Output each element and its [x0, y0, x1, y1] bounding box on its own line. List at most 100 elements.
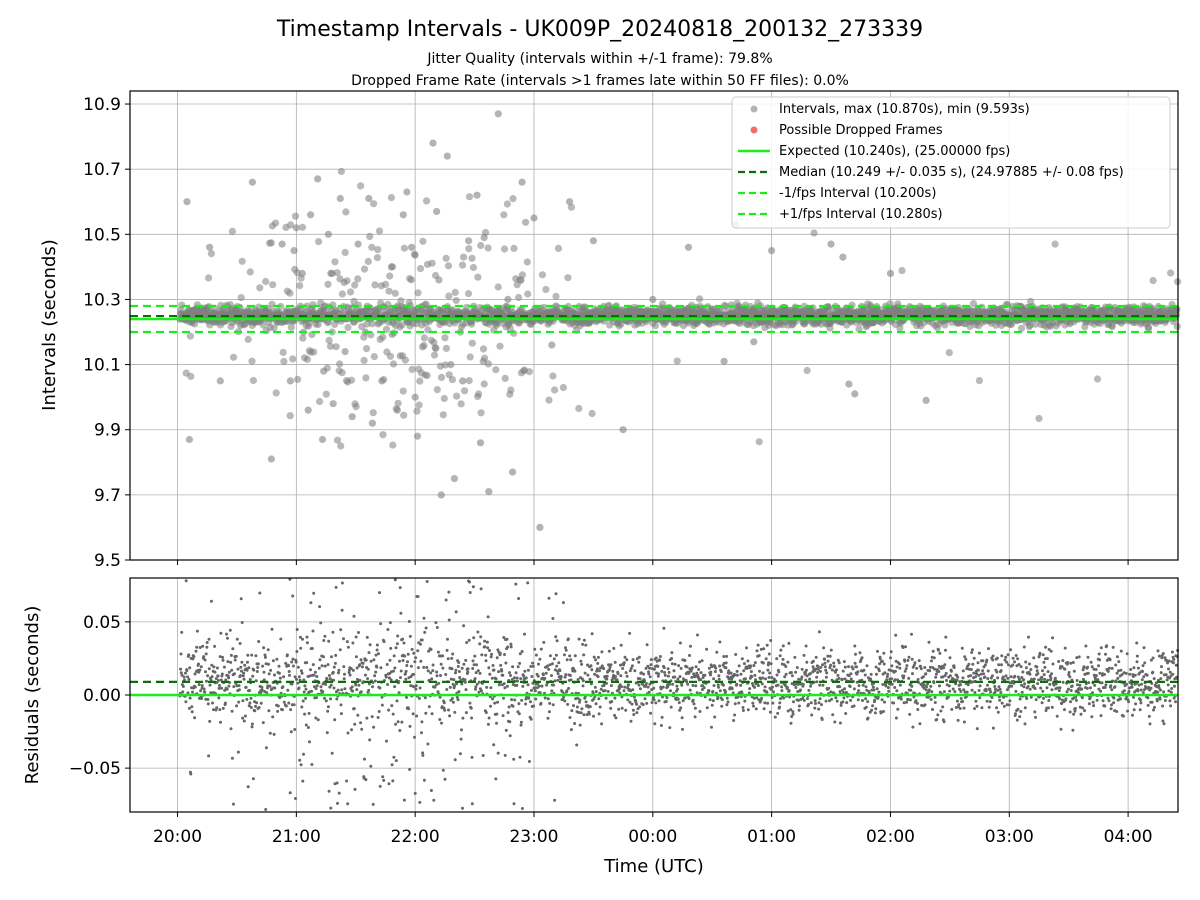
residual-point: [526, 683, 530, 687]
interval-point: [256, 284, 264, 292]
interval-point: [287, 323, 295, 331]
residual-point: [737, 701, 741, 705]
interval-point: [501, 374, 509, 382]
residual-point: [388, 621, 392, 625]
intervals-y-tick-label: 10.5: [83, 225, 121, 245]
interval-point: [437, 491, 445, 499]
residual-point: [336, 688, 340, 692]
residual-point: [185, 669, 189, 672]
residual-point: [865, 664, 869, 668]
residual-point: [802, 698, 806, 702]
residual-point: [504, 728, 508, 732]
interval-point: [303, 355, 311, 363]
interval-point: [369, 409, 377, 417]
residual-point: [268, 731, 272, 735]
interval-point: [768, 247, 776, 255]
residual-point: [757, 654, 761, 658]
residual-point: [594, 658, 598, 662]
residual-point: [418, 800, 422, 804]
residual-point: [366, 677, 370, 681]
residual-point: [748, 687, 752, 691]
residual-point: [503, 753, 507, 757]
interval-point: [430, 351, 439, 359]
residual-point: [847, 665, 850, 669]
residual-point: [635, 702, 639, 706]
residual-point: [276, 709, 280, 713]
residual-point: [538, 657, 542, 661]
interval-point: [269, 281, 277, 289]
residual-point: [870, 708, 874, 712]
residual-point: [505, 637, 509, 641]
residual-point: [295, 677, 298, 681]
residual-point: [825, 671, 829, 675]
residual-point: [522, 674, 526, 678]
residual-point: [547, 710, 551, 714]
residual-point: [573, 669, 577, 673]
residual-point: [179, 652, 183, 656]
residual-point: [273, 673, 276, 677]
residual-point: [227, 684, 231, 688]
residual-point: [838, 685, 842, 689]
interval-point: [588, 409, 596, 418]
residual-point: [537, 662, 540, 666]
residual-point: [820, 718, 824, 721]
residual-point: [205, 641, 209, 644]
interval-point: [442, 344, 450, 352]
intervals-y-tick-label: 9.5: [94, 551, 121, 571]
residual-point: [270, 627, 274, 631]
interval-point: [468, 339, 476, 347]
residual-point: [532, 704, 536, 708]
residual-point: [518, 661, 522, 665]
residual-point: [787, 641, 791, 645]
residual-point: [325, 731, 329, 735]
residual-point: [854, 652, 857, 656]
residual-point: [702, 686, 706, 690]
residual-point: [431, 663, 435, 667]
residual-point: [330, 751, 334, 755]
interval-point: [845, 380, 853, 388]
residual-point: [203, 690, 207, 694]
residual-point: [887, 689, 891, 693]
residual-point: [705, 706, 709, 710]
residual-point: [490, 676, 494, 680]
residual-point: [513, 698, 517, 702]
residual-point: [769, 639, 773, 642]
interval-point: [1149, 277, 1157, 285]
residual-point: [300, 705, 304, 709]
residual-point: [670, 657, 674, 660]
residual-point: [889, 650, 893, 654]
residual-point: [717, 674, 721, 678]
residual-point: [236, 750, 240, 754]
residual-point: [515, 683, 519, 687]
residual-point: [563, 699, 567, 703]
residual-point: [793, 655, 797, 659]
residual-point: [485, 685, 489, 689]
residual-point: [722, 655, 726, 658]
residual-point: [473, 677, 477, 681]
residual-point: [358, 663, 362, 667]
residual-point: [250, 725, 254, 729]
interval-point: [267, 239, 275, 247]
residual-point: [420, 720, 424, 724]
residual-point: [396, 634, 400, 638]
interval-point: [540, 303, 548, 311]
residual-point: [813, 699, 817, 703]
residual-point: [323, 696, 326, 700]
residual-point: [335, 697, 339, 701]
residual-point: [552, 657, 556, 661]
residual-point: [546, 716, 550, 720]
residual-point: [710, 703, 714, 707]
residual-point: [373, 679, 377, 683]
residual-point: [519, 677, 523, 681]
residual-point: [768, 710, 772, 714]
interval-point: [750, 338, 758, 346]
residual-point: [394, 722, 398, 726]
residual-point: [845, 701, 849, 705]
residual-point: [751, 701, 755, 705]
residual-point: [663, 671, 667, 674]
residual-point: [395, 699, 399, 703]
residual-point: [202, 655, 206, 659]
residual-point: [378, 784, 382, 788]
residual-point: [780, 685, 784, 689]
interval-point: [400, 244, 408, 252]
